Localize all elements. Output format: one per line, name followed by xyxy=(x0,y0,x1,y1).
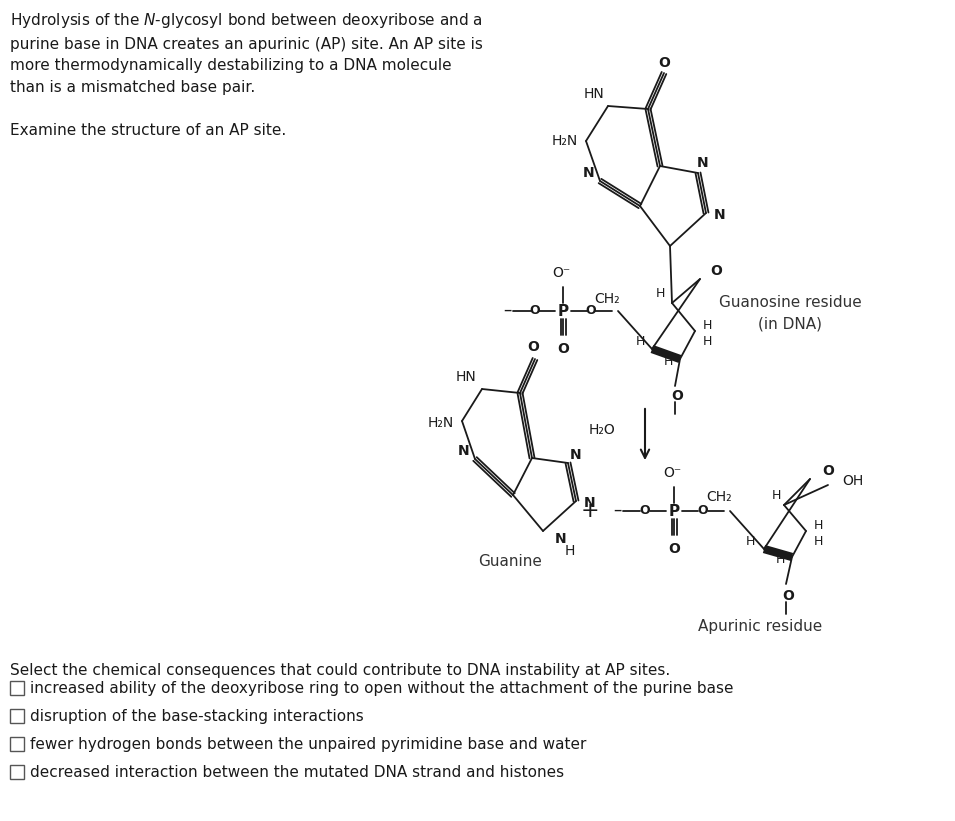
Text: HN: HN xyxy=(456,370,476,384)
Text: N: N xyxy=(697,156,709,170)
Text: H: H xyxy=(655,287,665,300)
Text: H: H xyxy=(702,334,711,347)
Text: –: – xyxy=(613,501,621,519)
Bar xyxy=(10,737,24,751)
Text: H: H xyxy=(565,544,575,558)
Text: H: H xyxy=(745,534,754,548)
Text: N: N xyxy=(570,448,582,462)
Text: O: O xyxy=(668,542,680,556)
Text: OH: OH xyxy=(842,474,863,488)
Text: O: O xyxy=(530,304,541,317)
Text: P: P xyxy=(668,503,680,519)
Text: O: O xyxy=(698,503,709,516)
Text: O: O xyxy=(640,503,650,516)
Text: N: N xyxy=(714,208,726,222)
Text: CH₂: CH₂ xyxy=(707,490,732,504)
Text: O: O xyxy=(557,342,569,356)
Text: H: H xyxy=(664,355,672,368)
Text: Hydrolysis of the $\it{N}$-glycosyl bond between deoxyribose and a
purine base i: Hydrolysis of the $\it{N}$-glycosyl bond… xyxy=(10,11,483,138)
Text: O: O xyxy=(671,389,683,403)
Text: H: H xyxy=(814,519,822,531)
Text: O: O xyxy=(585,304,596,317)
Text: fewer hydrogen bonds between the unpaired pyrimidine base and water: fewer hydrogen bonds between the unpaire… xyxy=(30,736,586,751)
Text: H₂N: H₂N xyxy=(552,134,578,148)
Text: H: H xyxy=(772,488,780,502)
Text: decreased interaction between the mutated DNA strand and histones: decreased interaction between the mutate… xyxy=(30,764,564,779)
Text: –: – xyxy=(503,301,511,319)
Text: disruption of the base-stacking interactions: disruption of the base-stacking interact… xyxy=(30,709,364,723)
Text: N: N xyxy=(583,166,594,180)
Text: Guanine: Guanine xyxy=(478,553,541,568)
Text: H₂O: H₂O xyxy=(588,423,615,437)
Text: CH₂: CH₂ xyxy=(594,292,620,306)
Text: H: H xyxy=(775,553,785,566)
Text: O: O xyxy=(658,56,670,70)
Text: Guanosine residue
(in DNA): Guanosine residue (in DNA) xyxy=(718,295,861,331)
Text: O⁻: O⁻ xyxy=(552,266,570,280)
Bar xyxy=(10,681,24,695)
Text: Apurinic residue: Apurinic residue xyxy=(698,618,822,634)
Text: O⁻: O⁻ xyxy=(663,466,681,480)
Text: H: H xyxy=(702,319,711,332)
Text: N: N xyxy=(555,532,566,546)
Text: H: H xyxy=(635,334,645,347)
Text: HN: HN xyxy=(584,87,604,101)
Text: increased ability of the deoxyribose ring to open without the attachment of the : increased ability of the deoxyribose rin… xyxy=(30,681,733,695)
Text: Select the chemical consequences that could contribute to DNA instability at AP : Select the chemical consequences that co… xyxy=(10,663,670,678)
Bar xyxy=(10,709,24,723)
Text: O: O xyxy=(527,340,539,354)
Text: O: O xyxy=(710,264,722,278)
Bar xyxy=(10,765,24,779)
Text: +: + xyxy=(581,501,600,521)
Text: H₂N: H₂N xyxy=(428,416,454,430)
Text: N: N xyxy=(457,444,469,458)
Text: P: P xyxy=(558,304,568,319)
Text: O: O xyxy=(782,589,794,603)
Text: H: H xyxy=(814,534,822,548)
Text: O: O xyxy=(822,464,834,478)
Text: N: N xyxy=(584,496,596,510)
